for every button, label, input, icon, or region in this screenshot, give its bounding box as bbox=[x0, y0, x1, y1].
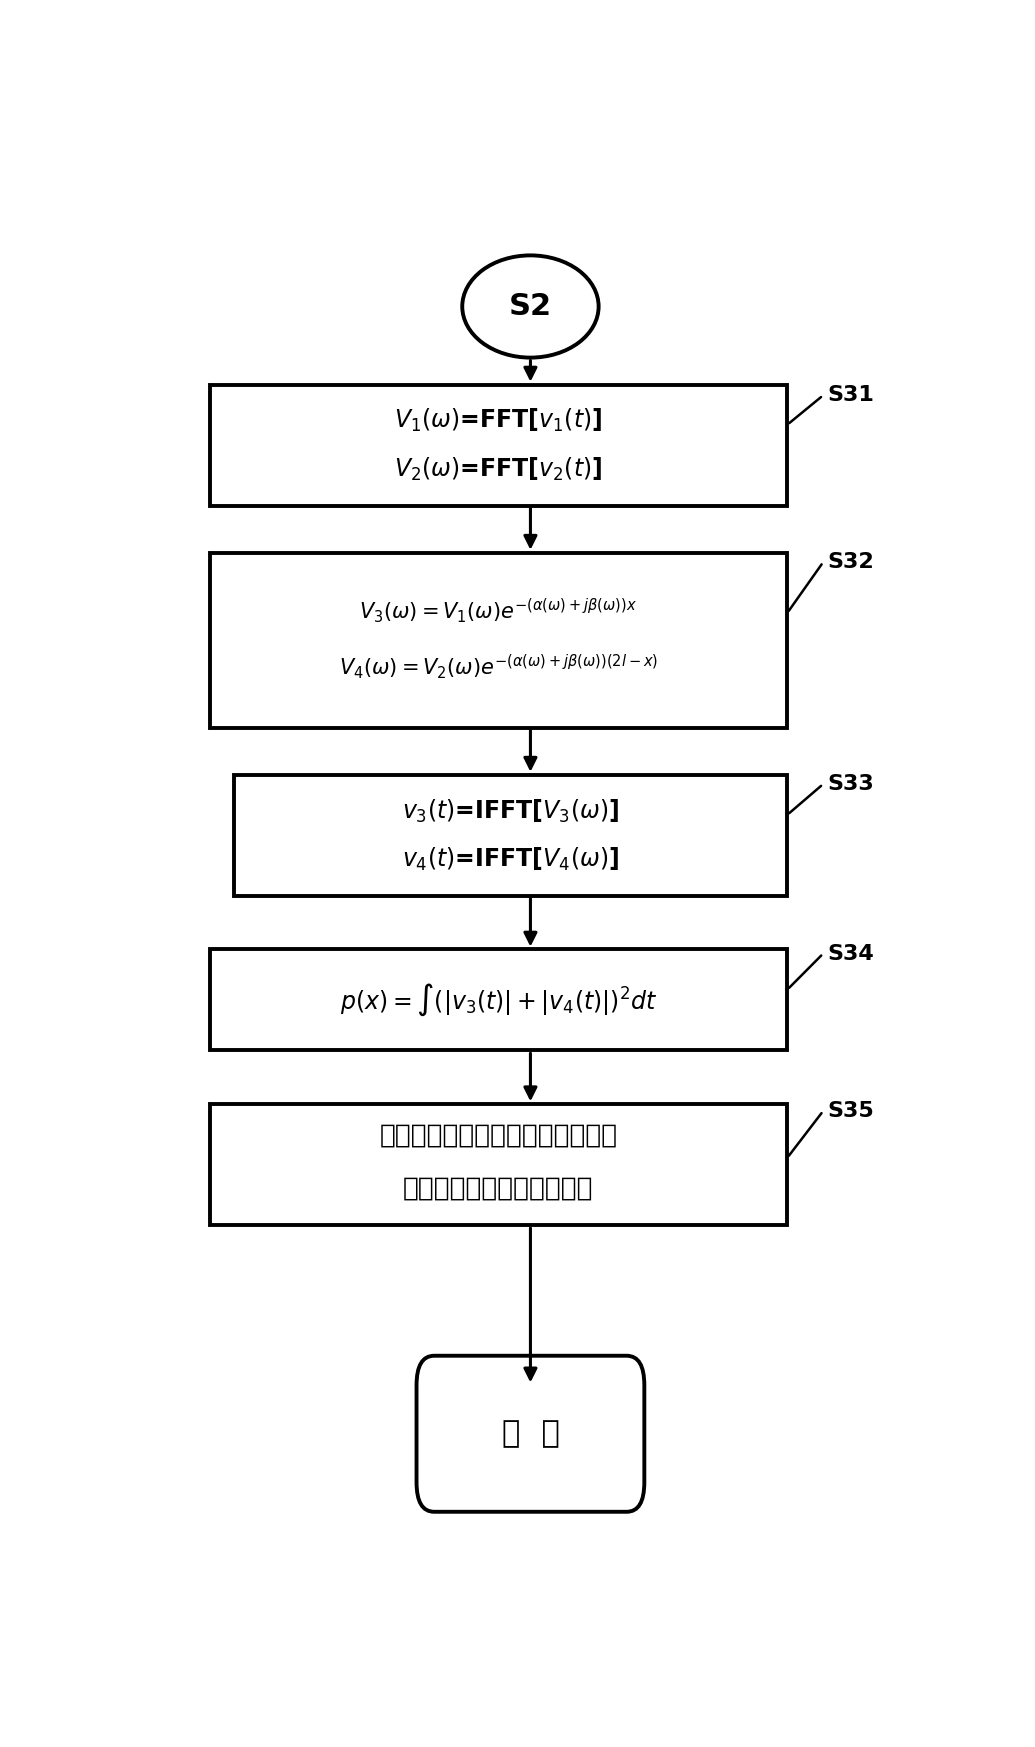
Text: S35: S35 bbox=[827, 1101, 874, 1122]
FancyBboxPatch shape bbox=[416, 1356, 645, 1511]
FancyBboxPatch shape bbox=[209, 552, 787, 727]
Text: $v_3(t)$=IFFT[$V_3(\omega)$]: $v_3(t)$=IFFT[$V_3(\omega)$] bbox=[402, 797, 619, 825]
Text: 即为电力电缆局部放电位置: 即为电力电缆局部放电位置 bbox=[403, 1176, 594, 1202]
Text: $V_4(\omega) = V_2(\omega)e^{-(\alpha(\omega)+j\beta(\omega))(2l-x)}$: $V_4(\omega) = V_2(\omega)e^{-(\alpha(\o… bbox=[338, 653, 658, 681]
Text: 结  束: 结 束 bbox=[502, 1419, 559, 1448]
Text: $V_2(\omega)$=FFT[$v_2(t)$]: $V_2(\omega)$=FFT[$v_2(t)$] bbox=[394, 456, 602, 482]
Text: $p(x) = \int(|v_3(t)|+|v_4(t)|)^2 dt$: $p(x) = \int(|v_3(t)|+|v_4(t)|)^2 dt$ bbox=[339, 982, 657, 1019]
Text: $v_4(t)$=IFFT[$V_4(\omega)$]: $v_4(t)$=IFFT[$V_4(\omega)$] bbox=[402, 846, 619, 874]
FancyBboxPatch shape bbox=[209, 950, 787, 1050]
FancyBboxPatch shape bbox=[209, 384, 787, 505]
Text: S33: S33 bbox=[827, 774, 874, 795]
Text: 遍历整个电力电缆，能量极大値点: 遍历整个电力电缆，能量极大値点 bbox=[379, 1122, 618, 1148]
Text: S32: S32 bbox=[827, 552, 874, 571]
Text: S2: S2 bbox=[509, 292, 552, 321]
FancyBboxPatch shape bbox=[209, 1104, 787, 1225]
Text: $V_1(\omega)$=FFT[$v_1(t)$]: $V_1(\omega)$=FFT[$v_1(t)$] bbox=[394, 407, 602, 435]
Text: $V_3(\omega) = V_1(\omega)e^{-(\alpha(\omega)+j\beta(\omega))x}$: $V_3(\omega) = V_1(\omega)e^{-(\alpha(\o… bbox=[359, 596, 638, 625]
Ellipse shape bbox=[463, 255, 598, 358]
Text: S34: S34 bbox=[827, 943, 874, 964]
FancyBboxPatch shape bbox=[234, 774, 787, 896]
Text: S31: S31 bbox=[827, 386, 875, 405]
